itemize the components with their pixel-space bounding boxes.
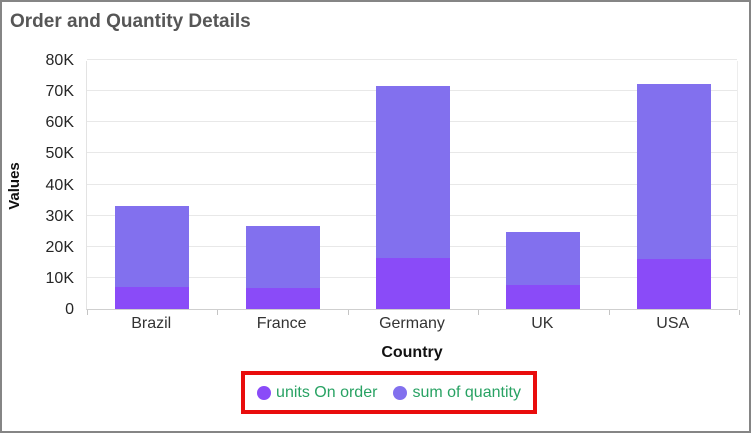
plot-area bbox=[86, 59, 740, 315]
y-axis-tick-labels: 0 10K 20K 30K 40K 50K 60K 70K 80K bbox=[2, 52, 80, 318]
x-axis-tick bbox=[217, 310, 218, 315]
x-tick-label: Brazil bbox=[131, 315, 172, 332]
x-axis-tick bbox=[739, 310, 740, 315]
gridline bbox=[87, 59, 737, 60]
x-axis-labels: Brazil France Germany UK USA bbox=[86, 315, 738, 335]
x-tick-label: Germany bbox=[379, 315, 445, 332]
y-tick-label: 60K bbox=[45, 114, 74, 132]
x-axis-title: Country bbox=[381, 344, 443, 361]
y-tick-label: 30K bbox=[45, 207, 74, 225]
bar-segment-units-on-order[interactable] bbox=[376, 258, 450, 309]
y-tick-label: 40K bbox=[45, 176, 74, 194]
y-tick-label: 20K bbox=[45, 238, 74, 256]
x-axis-tick bbox=[478, 310, 479, 315]
x-axis-tick bbox=[609, 310, 610, 315]
y-tick-label: 10K bbox=[45, 269, 74, 287]
legend: units On order sum of quantity bbox=[241, 371, 537, 414]
bar-segment-units-on-order[interactable] bbox=[115, 287, 189, 309]
chart-title: Order and Quantity Details bbox=[10, 11, 251, 32]
legend-marker-icon bbox=[257, 385, 272, 400]
legend-label: sum of quantity bbox=[412, 383, 521, 401]
legend-item[interactable]: sum of quantity bbox=[393, 384, 521, 402]
legend-label: units On order bbox=[276, 383, 378, 401]
y-tick-label: 80K bbox=[45, 52, 74, 69]
x-axis-tick bbox=[87, 310, 88, 315]
x-tick-label: UK bbox=[531, 315, 554, 332]
legend-marker-icon bbox=[393, 385, 408, 400]
bar-segment-units-on-order[interactable] bbox=[506, 285, 580, 309]
y-tick-label: 70K bbox=[45, 83, 74, 101]
x-tick-label: France bbox=[256, 315, 307, 332]
y-tick-label: 0 bbox=[65, 301, 74, 318]
bar-segment-sum-of-quantity[interactable] bbox=[246, 225, 320, 289]
bar-segment-units-on-order[interactable] bbox=[246, 288, 320, 309]
bar-segment-sum-of-quantity[interactable] bbox=[115, 206, 189, 288]
x-tick-label: USA bbox=[656, 315, 690, 332]
legend-item[interactable]: units On order bbox=[257, 384, 377, 402]
bar-segment-sum-of-quantity[interactable] bbox=[506, 231, 580, 286]
y-tick-label: 50K bbox=[45, 145, 74, 163]
bar-segment-sum-of-quantity[interactable] bbox=[637, 83, 711, 259]
bar-segment-sum-of-quantity[interactable] bbox=[376, 85, 450, 259]
bar-segment-units-on-order[interactable] bbox=[637, 258, 711, 309]
x-axis-tick bbox=[348, 310, 349, 315]
